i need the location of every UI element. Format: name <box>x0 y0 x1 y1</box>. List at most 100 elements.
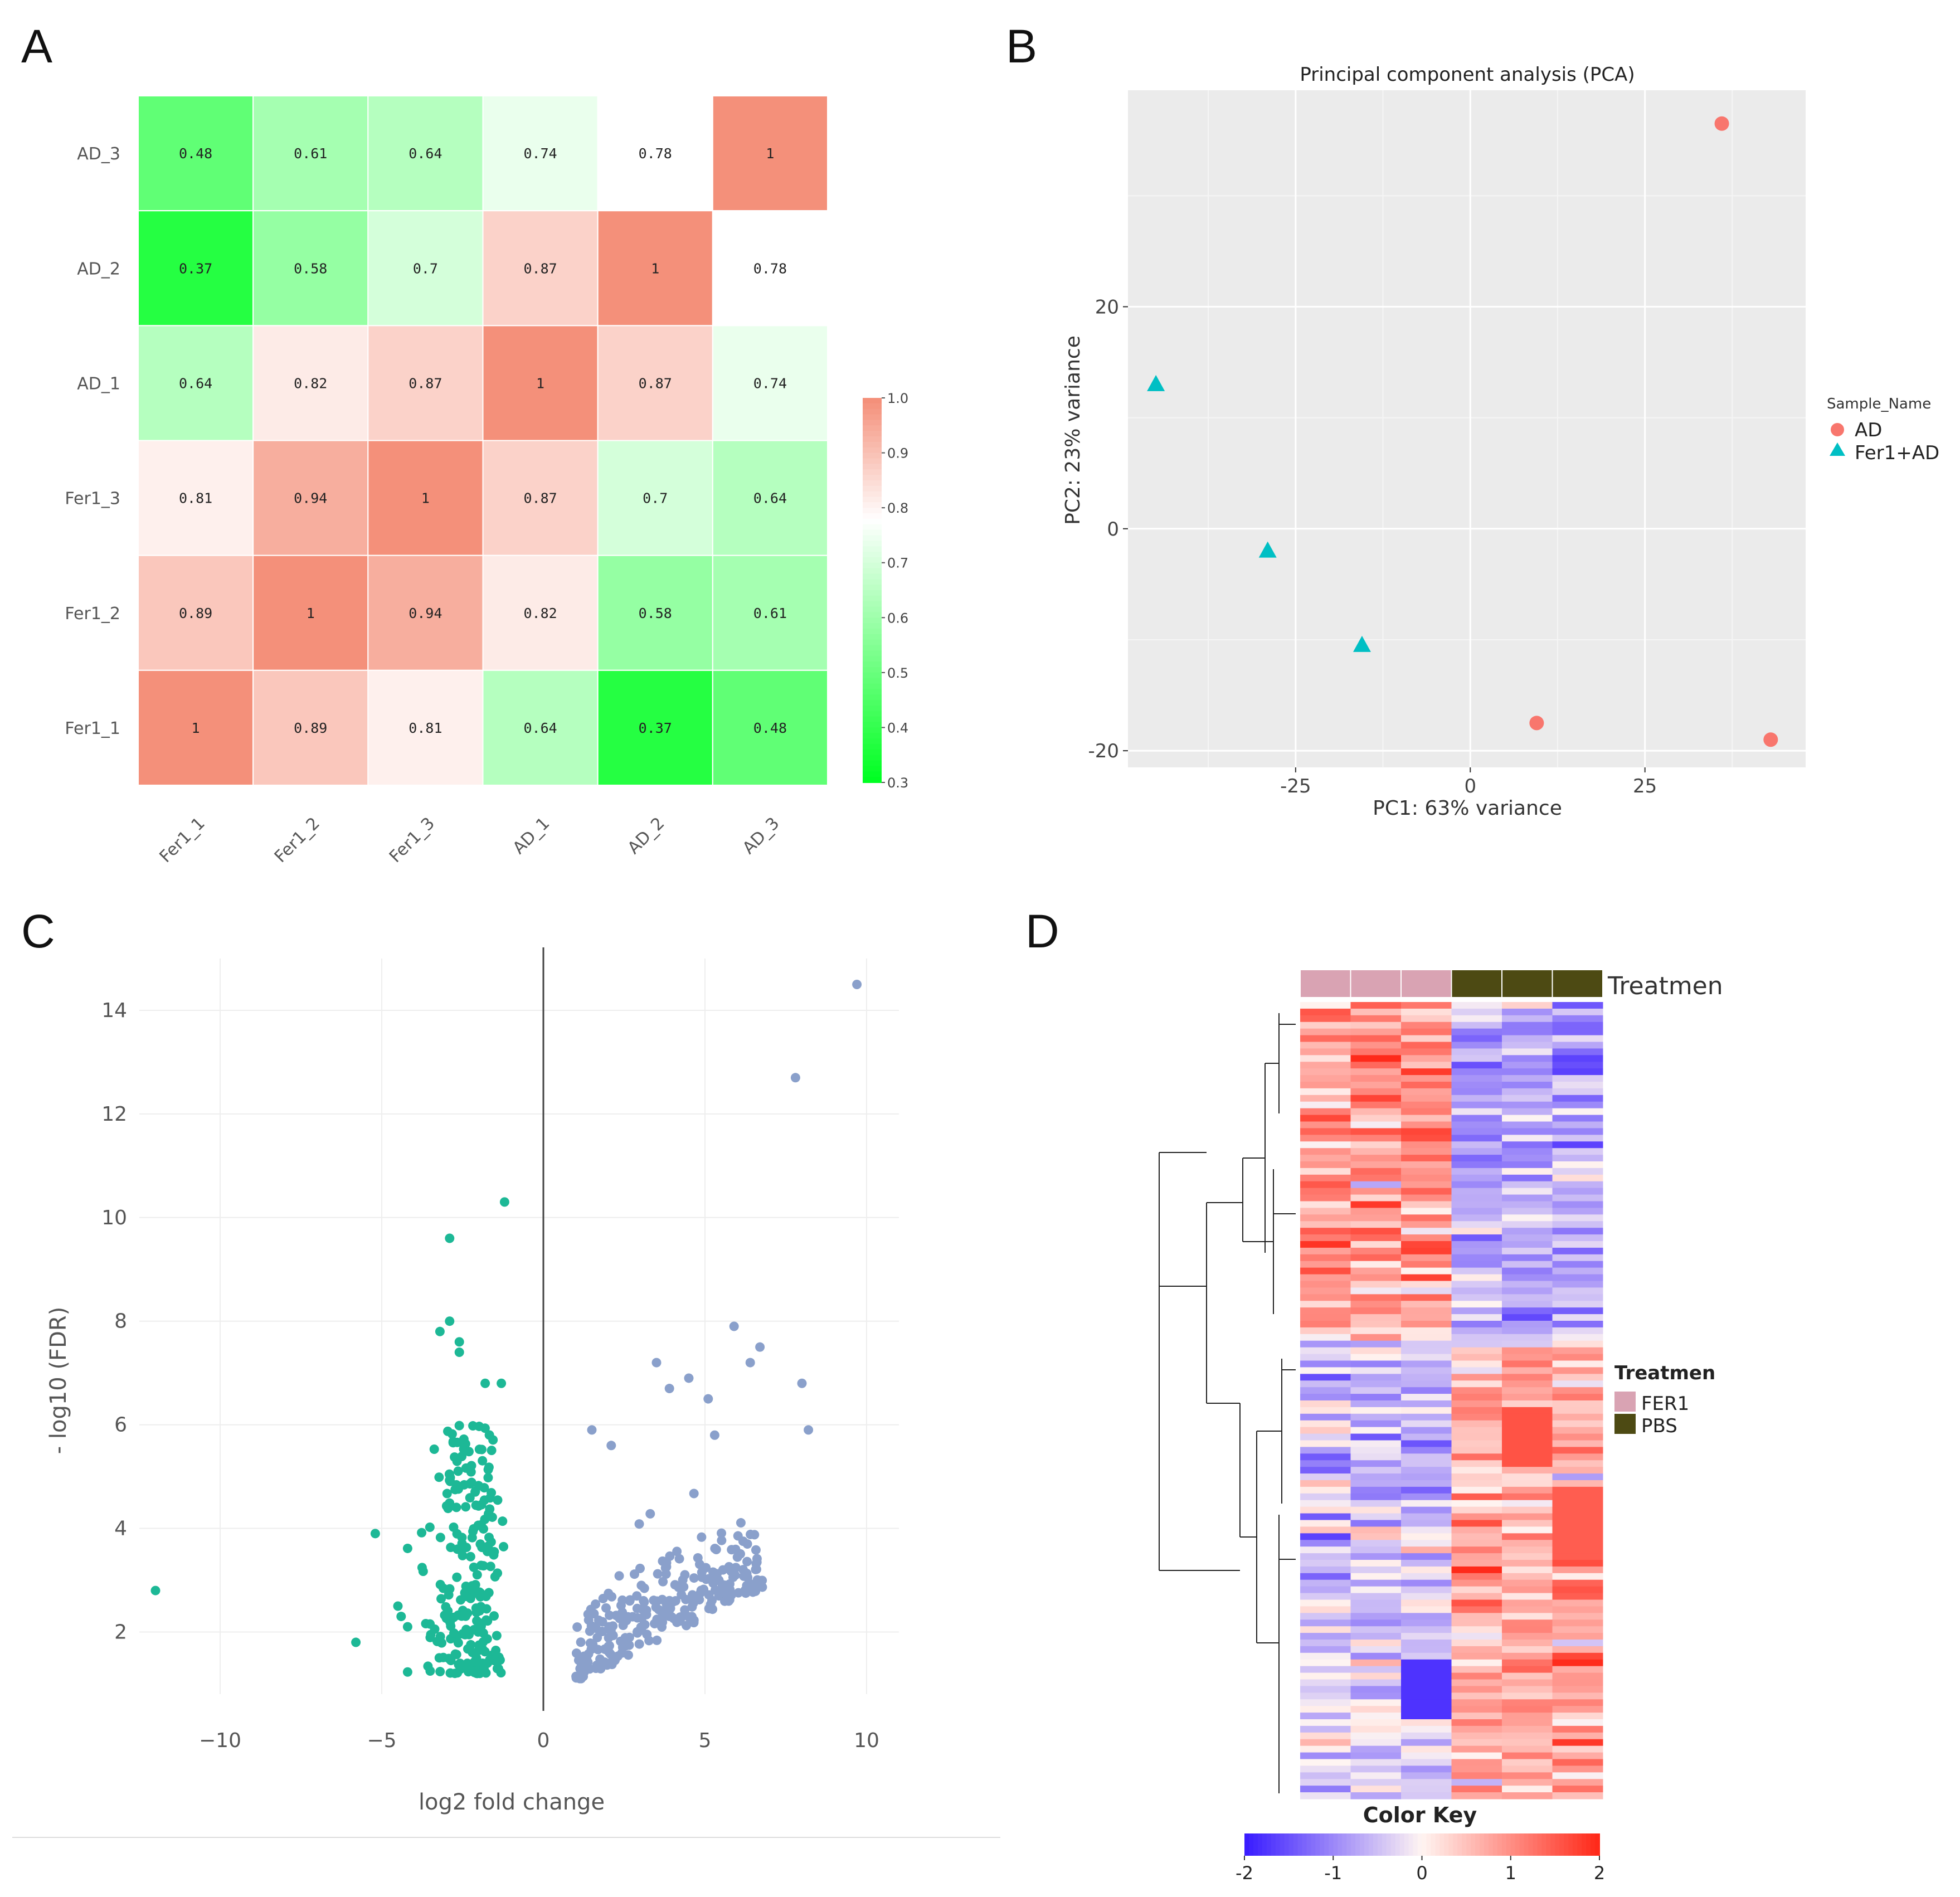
color-key-segment <box>1390 1833 1396 1856</box>
expression-cell <box>1502 1128 1553 1135</box>
expression-cell <box>1552 1433 1603 1441</box>
color-key-segment <box>1426 1833 1432 1856</box>
expression-cell <box>1401 1394 1452 1401</box>
volcano-point-up <box>661 1569 671 1579</box>
expression-cell <box>1502 1745 1553 1753</box>
expression-cell <box>1350 1360 1402 1368</box>
expression-cell <box>1300 1135 1351 1142</box>
expression-cell <box>1300 1161 1351 1169</box>
volcano-point-down <box>454 1421 464 1431</box>
expression-cell <box>1451 1633 1502 1640</box>
expression-cell <box>1552 1779 1603 1786</box>
expression-cell <box>1451 1062 1502 1069</box>
volcano-y-tick-label: 4 <box>114 1517 127 1540</box>
expression-cell <box>1350 1181 1402 1189</box>
volcano-point-up <box>746 1579 756 1589</box>
expression-cell <box>1300 1380 1351 1388</box>
heatmap-cell <box>712 440 829 556</box>
colorbar-segment <box>863 650 882 657</box>
expression-cell <box>1552 1659 1603 1667</box>
colorbar-tick-label: 1.0 <box>887 391 908 406</box>
colorbar-segment <box>863 760 882 767</box>
color-key-segment <box>1550 1833 1556 1856</box>
expression-cell <box>1350 1759 1402 1767</box>
volcano-point-up <box>571 1648 581 1658</box>
heatmap-cell-value: 0.74 <box>753 375 787 391</box>
expression-cell <box>1300 1347 1351 1355</box>
color-key-segment <box>1510 1833 1516 1856</box>
expression-cell <box>1502 1347 1553 1355</box>
expression-cell <box>1502 1480 1553 1487</box>
expression-cell <box>1451 1088 1502 1096</box>
volcano-point-up <box>724 1579 735 1589</box>
expression-cell <box>1502 1732 1553 1740</box>
panel-a-letter: A <box>21 20 52 72</box>
expression-cell <box>1350 1055 1402 1062</box>
pca-legend: Sample_Name AD Fer1+AD <box>1827 396 1939 464</box>
expression-cell <box>1502 1440 1553 1448</box>
expression-cell <box>1350 1062 1402 1069</box>
colorbar-tick-label: 0.9 <box>887 446 908 461</box>
expression-cell <box>1300 1360 1351 1368</box>
expression-cell <box>1401 1640 1452 1647</box>
expression-cell <box>1552 1613 1603 1620</box>
expression-cell <box>1502 1221 1553 1228</box>
heatmap-cell <box>712 210 829 327</box>
expression-cell <box>1552 1599 1603 1607</box>
expression-cell <box>1350 1135 1402 1142</box>
volcano-point-up <box>604 1641 614 1651</box>
expression-cell <box>1300 1221 1351 1228</box>
expression-cell <box>1552 1347 1603 1355</box>
expression-cell <box>1552 1506 1603 1514</box>
color-key-segment <box>1408 1833 1414 1856</box>
colorbar-segment <box>863 639 882 646</box>
expression-cell <box>1552 1168 1603 1175</box>
expression-cell <box>1300 1254 1351 1262</box>
volcano-point-down <box>491 1646 501 1656</box>
expression-cell <box>1502 1553 1553 1560</box>
expression-cell <box>1552 1174 1603 1182</box>
volcano-point-up <box>575 1674 585 1684</box>
expression-cell <box>1502 1287 1553 1295</box>
expression-cell <box>1350 1640 1402 1647</box>
expression-cell <box>1502 1314 1553 1321</box>
colorbar-segment <box>863 475 882 481</box>
expression-cell <box>1502 1055 1553 1062</box>
expression-cell <box>1502 1062 1553 1069</box>
volcano-point-down <box>430 1624 440 1634</box>
expression-cell <box>1401 1413 1452 1421</box>
volcano-point-up <box>618 1621 628 1631</box>
heatmap-cell-value: 0.82 <box>523 605 557 621</box>
expression-cell <box>1502 1327 1553 1335</box>
colorbar-segment <box>863 480 882 487</box>
expression-cell <box>1300 1234 1351 1242</box>
expression-cell <box>1451 1294 1502 1301</box>
expression-cell <box>1401 1101 1452 1109</box>
expression-cell <box>1451 1035 1502 1043</box>
color-key-segment <box>1404 1833 1409 1856</box>
heatmap-cell-value: 0.7 <box>413 260 438 276</box>
volcano-y-tick-label: 10 <box>101 1207 127 1229</box>
volcano-point-down <box>480 1423 490 1433</box>
expression-cell <box>1350 1533 1402 1540</box>
expression-cell <box>1552 1247 1603 1255</box>
expression-cell <box>1300 1062 1351 1069</box>
expression-cell <box>1401 1314 1452 1321</box>
expression-cell <box>1300 1261 1351 1268</box>
annotation-cell-pbs <box>1451 969 1502 998</box>
expression-cell <box>1552 1440 1603 1448</box>
volcano-point-down <box>351 1637 361 1647</box>
heatmap-cell <box>138 554 254 671</box>
expression-cell <box>1401 1075 1452 1082</box>
legend-pbs-swatch <box>1614 1414 1636 1434</box>
expression-cell <box>1401 1659 1452 1667</box>
volcano-point-up <box>645 1509 655 1519</box>
volcano-point-up <box>635 1563 645 1573</box>
expression-cell <box>1451 1453 1502 1461</box>
heatmap-col-label: Fer1_2 <box>271 814 324 867</box>
expression-cell <box>1300 1208 1351 1215</box>
expression-cell <box>1552 1128 1603 1135</box>
heatmap-cell-value: 0.37 <box>639 720 672 736</box>
expression-cell <box>1300 1447 1351 1454</box>
expression-cell <box>1300 1228 1351 1235</box>
